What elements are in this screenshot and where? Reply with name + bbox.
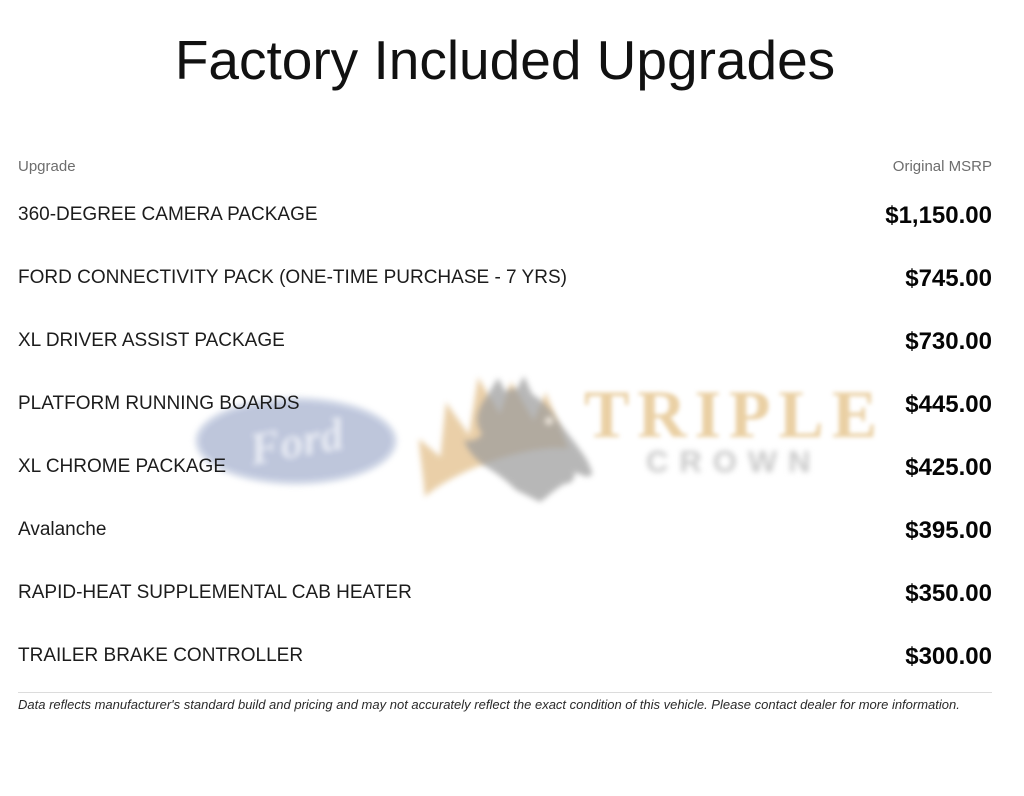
footer-divider: [18, 691, 992, 693]
table-row: 360-DEGREE CAMERA PACKAGE $1,150.00: [18, 184, 992, 247]
upgrades-table: 360-DEGREE CAMERA PACKAGE $1,150.00 FORD…: [18, 184, 992, 688]
upgrade-price: $425.00: [905, 453, 992, 481]
table-row: Avalanche $395.00: [18, 499, 992, 562]
upgrade-name: PLATFORM RUNNING BOARDS: [18, 393, 300, 415]
table-row: XL CHROME PACKAGE $425.00: [18, 436, 992, 499]
table-row: TRAILER BRAKE CONTROLLER $300.00: [18, 625, 992, 688]
upgrade-price: $745.00: [905, 264, 992, 292]
upgrade-name: RAPID-HEAT SUPPLEMENTAL CAB HEATER: [18, 582, 412, 604]
upgrades-page: Factory Included Upgrades Upgrade Origin…: [0, 28, 1024, 712]
column-header-upgrade: Upgrade: [18, 157, 76, 175]
upgrade-name: 360-DEGREE CAMERA PACKAGE: [18, 204, 318, 226]
upgrade-name: TRAILER BRAKE CONTROLLER: [18, 645, 304, 667]
table-row: PLATFORM RUNNING BOARDS $445.00: [18, 373, 992, 436]
page-title: Factory Included Upgrades: [174, 29, 836, 91]
disclaimer-text: Data reflects manufacturer's standard bu…: [18, 696, 960, 712]
upgrade-name: XL DRIVER ASSIST PACKAGE: [18, 330, 285, 352]
upgrade-price: $300.00: [905, 642, 992, 670]
column-header-msrp: Original MSRP: [892, 157, 992, 175]
upgrade-price: $395.00: [905, 516, 992, 544]
upgrade-price: $1,150.00: [885, 201, 992, 229]
upgrade-name: Avalanche: [18, 519, 107, 541]
upgrade-price: $730.00: [905, 327, 992, 355]
upgrade-name: FORD CONNECTIVITY PACK (ONE-TIME PURCHAS…: [18, 267, 567, 289]
upgrade-price: $445.00: [905, 390, 992, 418]
table-row: XL DRIVER ASSIST PACKAGE $730.00: [18, 310, 992, 373]
table-header-row: Upgrade Original MSRP: [18, 159, 992, 174]
upgrade-price: $350.00: [905, 579, 992, 607]
upgrade-name: XL CHROME PACKAGE: [18, 456, 226, 478]
table-row: RAPID-HEAT SUPPLEMENTAL CAB HEATER $350.…: [18, 562, 992, 625]
table-row: FORD CONNECTIVITY PACK (ONE-TIME PURCHAS…: [18, 247, 992, 310]
